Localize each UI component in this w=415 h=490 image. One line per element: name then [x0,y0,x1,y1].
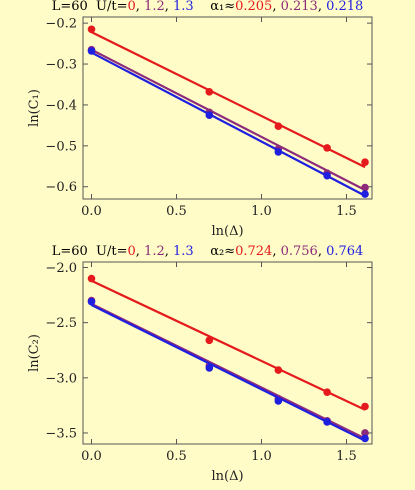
title-prefix: L=60 U/t= [51,0,128,14]
data-point-series-1 [205,336,214,345]
title-alpha-label: α₁≈ [210,0,236,14]
plot-area [82,261,373,445]
title-u-value: 1.3 [173,0,194,14]
x-tick-label: 0.0 [81,204,102,219]
data-point-series-3 [323,171,331,180]
data-point-series-3 [274,148,283,156]
data-point-series-3 [205,364,214,372]
y-axis-label: ln(C₁) [27,89,42,127]
title-prefix: L=60 U/t= [51,244,128,259]
fit-line-series-3 [90,51,366,197]
title-u-value: 1.3 [173,244,194,259]
data-point-series-3 [87,47,96,55]
title-alpha-value: 0.218 [326,0,364,14]
data-point-series-3 [274,397,283,405]
x-axis-label: ln(Δ) [211,469,243,484]
x-tick-label: 0.0 [81,449,102,464]
data-point-series-3 [361,190,369,198]
fit-line-series-2 [90,48,366,191]
data-point-series-1 [274,366,283,374]
title-u-value: 0 [127,244,136,259]
data-point-series-3 [361,434,369,443]
x-tick-label: 0.5 [166,449,187,464]
title-u-value: 0 [127,0,136,14]
y-tick-label: −0.6 [45,180,77,195]
x-tick-label: 1.0 [251,449,272,464]
data-point-series-1 [361,158,369,166]
title-alpha-value: 0.756 [280,244,318,259]
y-tick-label: −0.4 [45,98,77,113]
x-tick-label: 1.5 [336,449,357,464]
title-alpha-value: 0.205 [235,0,273,14]
x-tick-label: 0.5 [166,204,187,219]
y-axis-label: ln(C₂) [27,334,42,372]
y-tick-label: −2.0 [45,261,77,276]
y-tick-label: −0.2 [45,17,77,32]
fit-line-series-2 [91,302,366,440]
fit-line-series-3 [91,304,366,442]
x-tick-label: 1.0 [251,204,272,219]
data-point-series-3 [205,111,214,119]
y-tick-label: −0.5 [45,139,77,154]
title-alpha-value: 0.213 [280,0,318,14]
chart-title: L=60 U/t=0, 1.2, 1.3 α₂≈0.724, 0.756, 0.… [51,244,364,259]
fit-line-series-1 [91,279,366,411]
data-point-series-2 [361,429,369,437]
y-tick-label: −0.3 [45,58,77,73]
data-point-series-1 [274,122,283,130]
x-tick-label: 1.5 [336,204,357,219]
y-tick-label: −3.0 [45,371,77,386]
data-point-series-1 [87,25,96,34]
data-point-series-1 [361,402,369,411]
title-alpha-value: 0.764 [326,244,364,259]
data-point-series-1 [323,388,331,396]
chart-title: L=60 U/t=0, 1.2, 1.3 α₁≈0.205, 0.213, 0.… [51,0,364,14]
chart-svg: 0.0 0.5 1.0 1.5 −2.0 −2.5 −3.0 −3.5 ln(Δ) ln(C₂) [0,245,415,490]
chart-panel-bottom: L=60 U/t=0, 1.2, 1.3 α₂≈0.724, 0.756, 0.… [0,244,415,490]
data-point-series-1 [323,144,331,152]
fit-line-series-1 [91,31,366,169]
data-point-series-1 [205,88,214,96]
chart-svg: 0.0 0.5 1.0 1.5 −0.2 −0.3 −0.4 −0.5 −0.6 ln(Δ) ln(… [0,0,415,245]
x-axis-label: ln(Δ) [211,224,243,239]
y-tick-label: −2.5 [45,316,77,331]
data-point-series-3 [87,297,96,306]
title-alpha-value: 0.724 [235,244,273,259]
title-u-value: 1.2 [144,244,165,259]
data-point-series-1 [87,274,96,283]
title-u-value: 1.2 [144,0,165,14]
y-tick-label: −3.5 [45,426,77,441]
title-alpha-label: α₂≈ [210,244,236,259]
data-point-series-2 [361,183,369,192]
chart-panel-top: L=60 U/t=0, 1.2, 1.3 α₁≈0.205, 0.213, 0.… [0,0,415,245]
data-point-series-3 [323,418,331,426]
